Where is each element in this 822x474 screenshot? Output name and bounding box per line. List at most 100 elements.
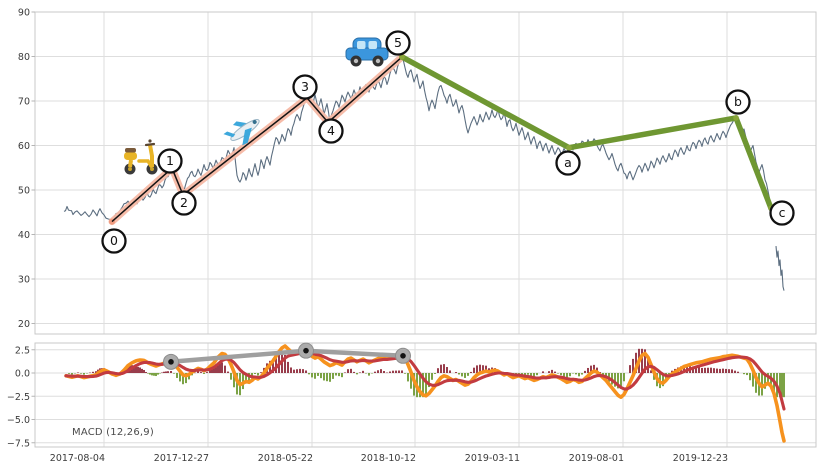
wave-circle (292, 74, 318, 100)
histogram-bar (470, 371, 472, 373)
histogram-bar (323, 373, 325, 381)
histogram-bar (422, 373, 424, 398)
y-tick-label: 40 (18, 230, 30, 241)
histogram-bar (710, 367, 712, 373)
histogram-bar (383, 371, 385, 373)
histogram-bar (287, 361, 289, 373)
histogram-bar (443, 364, 445, 373)
wave-circle-label: b (734, 94, 742, 109)
scooter-front-column (148, 144, 154, 167)
histogram-bar (284, 354, 286, 373)
wave-circle (555, 150, 581, 176)
wave-circle (318, 118, 344, 144)
histogram-bar (404, 373, 406, 374)
histogram-bar (398, 370, 400, 373)
histogram-bar (467, 373, 469, 376)
x-tick-label: 2018-10-12 (361, 453, 416, 464)
histogram-bar (551, 369, 553, 373)
price-gap-segment (775, 246, 785, 291)
wave-circle-label: 0 (110, 233, 118, 248)
histogram-bar (527, 373, 529, 375)
scooter-hub (150, 167, 154, 171)
x-tick-label: 2018-05-22 (258, 453, 313, 464)
histogram-bar (389, 371, 391, 373)
histogram-bar (578, 373, 580, 377)
airplane-tail (223, 131, 236, 138)
y-tick-label: −5.0 (7, 415, 30, 426)
histogram-bar (248, 373, 250, 383)
y-tick-label: 0.0 (15, 369, 30, 380)
histogram-bar (320, 373, 322, 379)
histogram-bar (620, 373, 622, 388)
histogram-bar (305, 370, 307, 373)
histogram-bar (230, 373, 232, 380)
divergence-dot-center (168, 359, 174, 365)
histogram-bar (731, 369, 733, 373)
correction-wave-marker (733, 115, 739, 121)
y-tick-label: 80 (18, 52, 30, 63)
histogram-bar (701, 367, 703, 373)
airplane-icon (223, 119, 260, 146)
histogram-bar (725, 368, 727, 373)
histogram-bar (722, 368, 724, 373)
histogram-bar (719, 368, 721, 373)
histogram-bar (662, 373, 664, 387)
histogram-bar (587, 367, 589, 373)
histogram-bar (260, 372, 262, 373)
histogram-bar (386, 372, 388, 374)
histogram-bar (617, 373, 619, 389)
y-tick-label: −2.5 (7, 392, 30, 403)
x-tick-label: 2017-12-27 (154, 453, 209, 464)
scooter-floorboard (137, 159, 153, 168)
wave-circle (101, 228, 127, 254)
car-hub (353, 58, 359, 64)
macd-indicator-label: MACD (12,26,9) (72, 427, 154, 438)
histogram-bar (86, 373, 88, 374)
histogram-bar (602, 373, 604, 376)
histogram-bar (377, 370, 379, 373)
impulse-wave-band (108, 53, 406, 226)
histogram-bar (215, 364, 217, 373)
histogram-bar (68, 373, 70, 374)
histogram-bar (83, 373, 85, 375)
histogram-bar (206, 372, 208, 373)
histogram-bar (245, 373, 247, 384)
histogram-bar (371, 373, 373, 374)
histogram-bar (632, 358, 634, 373)
histogram-bar (407, 373, 409, 382)
car-window (357, 41, 366, 49)
wave-circle (157, 148, 183, 174)
scooter-hub (128, 167, 132, 171)
histogram-bar (392, 370, 394, 373)
x-tick-label: 2019-03-11 (465, 453, 520, 464)
histogram-bar (431, 373, 433, 380)
wave-circle-label: a (564, 155, 572, 170)
price-panel-border (34, 11, 817, 335)
histogram-bar (242, 373, 244, 390)
histogram-bar (257, 373, 259, 376)
histogram-bar (359, 372, 361, 373)
histogram-bar (737, 371, 739, 373)
airplane-rotated (223, 119, 260, 146)
scooter-seat (125, 148, 136, 153)
histogram-bar (518, 373, 520, 374)
histogram-bar (395, 370, 397, 373)
wave-circle-label: 1 (166, 153, 174, 168)
wave-circle-label: 2 (180, 195, 188, 210)
histogram-bar (335, 373, 337, 376)
histogram-bar (536, 373, 538, 376)
histogram-bar (329, 373, 331, 382)
histogram-bar (139, 367, 141, 373)
x-tick-label: 2019-08-01 (569, 453, 624, 464)
car-window (368, 41, 377, 49)
y-tick-label: 90 (18, 8, 30, 19)
histogram-bar (533, 373, 535, 378)
histogram-bar (137, 366, 139, 373)
histogram-bar (434, 373, 436, 374)
histogram-bar (211, 367, 213, 373)
airplane-cockpit (252, 120, 257, 125)
histogram-bar (153, 373, 155, 376)
histogram-bar (764, 373, 766, 389)
histogram-bar (410, 373, 412, 389)
histogram-bar (464, 373, 466, 378)
